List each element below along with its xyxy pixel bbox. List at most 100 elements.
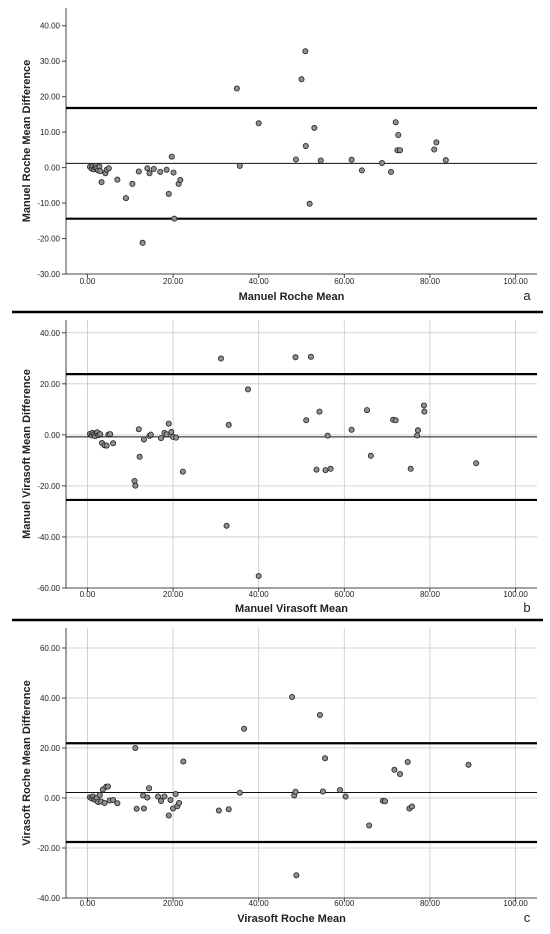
data-point <box>158 435 165 442</box>
data-point <box>396 147 403 154</box>
data-point <box>255 573 262 580</box>
data-point <box>378 159 385 166</box>
data-point <box>225 421 232 428</box>
data-point <box>146 785 153 792</box>
y-tick-label: 20.00 <box>40 744 61 753</box>
data-point <box>110 440 117 447</box>
data-point <box>324 432 331 439</box>
data-point <box>319 788 326 795</box>
data-point <box>303 417 310 424</box>
data-point <box>414 432 421 439</box>
data-point <box>392 417 399 424</box>
data-point <box>289 694 296 701</box>
data-point <box>473 460 480 467</box>
data-point <box>316 712 323 719</box>
data-point <box>366 822 373 829</box>
x-tick-label: 80.00 <box>420 899 441 908</box>
data-point <box>114 800 121 807</box>
data-point <box>158 798 165 805</box>
data-point <box>105 165 112 172</box>
data-point <box>129 180 136 187</box>
data-point <box>348 426 355 433</box>
x-tick-label: 0.00 <box>80 899 96 908</box>
data-point <box>107 431 114 438</box>
data-point <box>241 725 248 732</box>
y-axis-label: Virasoft Roche Mean Difference <box>21 680 33 845</box>
data-point <box>381 798 388 805</box>
y-tick-label: 60.00 <box>40 644 61 653</box>
y-tick-label: -40.00 <box>37 894 60 903</box>
data-point <box>104 783 111 790</box>
data-point <box>179 468 186 475</box>
data-point <box>215 807 222 814</box>
x-tick-label: 20.00 <box>163 590 184 599</box>
data-point <box>140 805 147 812</box>
data-point <box>404 759 411 766</box>
data-point <box>165 420 172 427</box>
data-point <box>407 465 414 472</box>
x-tick-label: 60.00 <box>334 277 355 286</box>
data-point <box>225 806 232 813</box>
data-point <box>168 429 175 436</box>
data-point <box>180 758 187 765</box>
x-tick-label: 40.00 <box>249 899 270 908</box>
data-point <box>173 434 180 441</box>
data-point <box>302 48 309 55</box>
data-point <box>177 177 184 184</box>
data-point <box>431 146 438 153</box>
y-tick-label: 0.00 <box>44 794 60 803</box>
y-tick-label: 0.00 <box>44 164 60 173</box>
data-point <box>348 156 355 163</box>
data-point <box>101 800 108 807</box>
y-axis-label: Manuel Roche Mean Difference <box>21 60 33 223</box>
data-point <box>157 168 164 175</box>
data-point <box>313 466 320 473</box>
data-point <box>147 431 154 438</box>
data-point <box>135 168 142 175</box>
data-point <box>317 157 324 164</box>
x-tick-label: 100.00 <box>503 590 528 599</box>
data-point <box>133 805 140 812</box>
data-point <box>135 426 142 433</box>
data-point <box>168 153 175 160</box>
data-point <box>165 812 172 819</box>
y-tick-label: 40.00 <box>40 329 61 338</box>
y-tick-label: 10.00 <box>40 128 61 137</box>
x-tick-label: 80.00 <box>420 590 441 599</box>
x-axis-label: Virasoft Roche Mean <box>237 913 346 925</box>
data-point <box>97 168 104 175</box>
data-point <box>132 745 139 752</box>
x-tick-label: 40.00 <box>249 277 270 286</box>
data-point <box>223 522 230 529</box>
data-point <box>307 353 314 360</box>
y-tick-label: -30.00 <box>37 270 60 279</box>
data-point <box>293 872 300 879</box>
data-point <box>298 76 305 83</box>
y-tick-label: -60.00 <box>37 584 60 593</box>
data-point <box>96 792 103 799</box>
x-tick-label: 20.00 <box>163 899 184 908</box>
data-point <box>408 803 415 810</box>
x-tick-label: 100.00 <box>503 899 528 908</box>
data-point <box>395 131 402 138</box>
y-axis-label: Manuel Virasoft Mean Difference <box>21 369 33 539</box>
data-point <box>302 142 309 149</box>
data-point <box>306 200 313 207</box>
data-point <box>392 119 399 126</box>
data-point <box>155 793 162 800</box>
data-point <box>146 170 153 177</box>
data-point <box>421 408 428 415</box>
y-tick-label: -20.00 <box>37 482 60 491</box>
data-point <box>136 453 143 460</box>
data-point <box>358 167 365 174</box>
x-tick-label: 20.00 <box>163 277 184 286</box>
data-point <box>337 787 344 794</box>
x-tick-label: 60.00 <box>334 899 355 908</box>
data-point <box>161 793 168 800</box>
data-point <box>144 165 151 172</box>
data-point <box>165 190 172 197</box>
data-point <box>103 442 110 449</box>
panel-label: a <box>523 288 531 303</box>
